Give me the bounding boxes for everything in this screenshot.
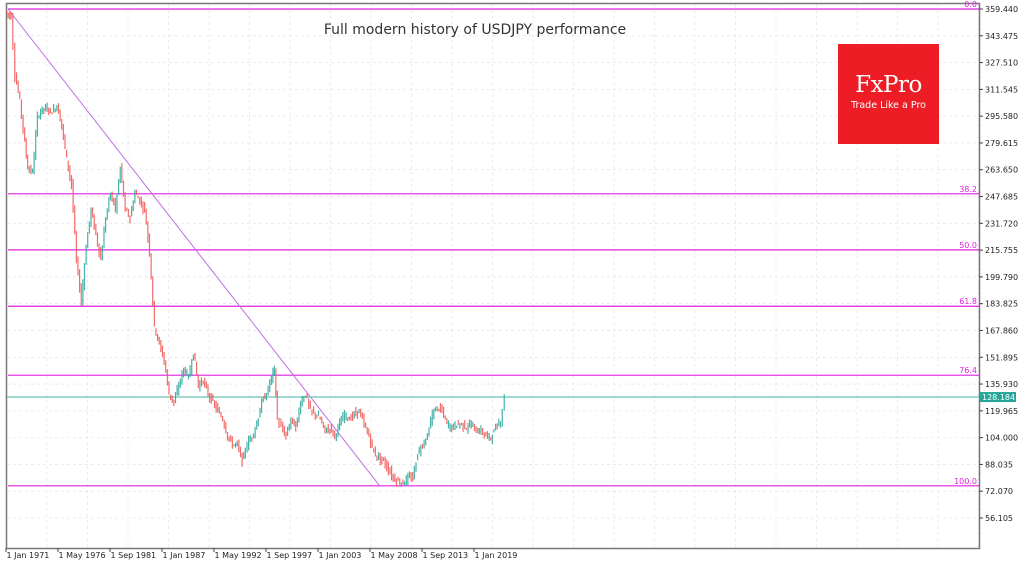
price-tick-label: 72.070 — [985, 487, 1013, 496]
date-tick-label: 1 Jan 1987 — [163, 551, 206, 560]
date-tick-label: 1 May 2008 — [370, 551, 417, 560]
chart-title: Full modern history of USDJPY performanc… — [324, 22, 626, 38]
fib-level-label: 100.0 — [954, 477, 977, 486]
price-tick-label: 343.475 — [985, 32, 1018, 41]
price-tick-label: 247.685 — [985, 193, 1018, 202]
price-tick-label: 359.440 — [985, 5, 1018, 14]
trendline[interactable] — [7, 8, 381, 487]
price-tick-label: 311.545 — [985, 85, 1018, 94]
grid — [7, 4, 979, 548]
fibonacci-levels[interactable]: 0.0 38.2 50.0 61.8 76.4 100.0 — [8, 0, 979, 487]
price-tick-label: 88.035 — [985, 460, 1013, 469]
date-tick-label: 1 Jan 1971 — [7, 551, 50, 560]
price-tick-label: 167.860 — [985, 326, 1018, 335]
price-tick-label: 56.105 — [985, 514, 1013, 523]
price-tick-label: 119.965 — [985, 407, 1018, 416]
date-tick-label: 1 Sep 2013 — [423, 551, 469, 560]
price-tick-label: 199.790 — [985, 273, 1018, 282]
price-tick-label: 135.930 — [985, 380, 1018, 389]
price-tick-label: 151.895 — [985, 353, 1018, 362]
current-price-value: 128.184 — [982, 393, 1015, 402]
fib-level-label: 76.4 — [959, 366, 977, 375]
price-tick-label: 215.755 — [985, 246, 1018, 255]
date-tick-label: 1 Sep 1981 — [111, 551, 157, 560]
price-tick-label: 279.615 — [985, 139, 1018, 148]
price-axis[interactable]: 359.440 343.475 327.510 311.545 295.580 279.6… — [979, 5, 1018, 523]
date-tick-label: 1 May 1992 — [214, 551, 261, 560]
price-series — [6, 10, 505, 487]
date-tick-label: 1 Sep 1997 — [267, 551, 313, 560]
fxpro-logo: FxPro Trade Like a Pro — [838, 44, 939, 144]
price-tick-label: 263.650 — [985, 166, 1018, 175]
logo-tagline: Trade Like a Pro — [851, 100, 926, 111]
time-axis[interactable]: 1 Jan 1971 1 May 1976 1 Sep 1981 1 Jan 1987… — [5, 548, 518, 560]
price-tick-label: 295.580 — [985, 112, 1018, 121]
fib-level-label: 38.2 — [959, 185, 977, 194]
fib-level-label: 0.0 — [964, 0, 977, 9]
date-tick-label: 1 May 1976 — [58, 551, 105, 560]
price-tick-label: 327.510 — [985, 59, 1018, 68]
logo-brand: FxPro — [855, 72, 922, 98]
fib-level-label: 61.8 — [959, 297, 977, 306]
fib-level-label: 50.0 — [959, 241, 977, 250]
date-tick-label: 1 Jan 2003 — [319, 551, 362, 560]
price-tick-label: 183.825 — [985, 300, 1018, 309]
current-price-badge: 128.184 — [980, 392, 1016, 403]
price-tick-label: 104.000 — [985, 434, 1018, 443]
price-tick-label: 231.720 — [985, 219, 1018, 228]
plot-frame — [5, 2, 981, 550]
date-tick-label: 1 Jan 2019 — [475, 551, 518, 560]
